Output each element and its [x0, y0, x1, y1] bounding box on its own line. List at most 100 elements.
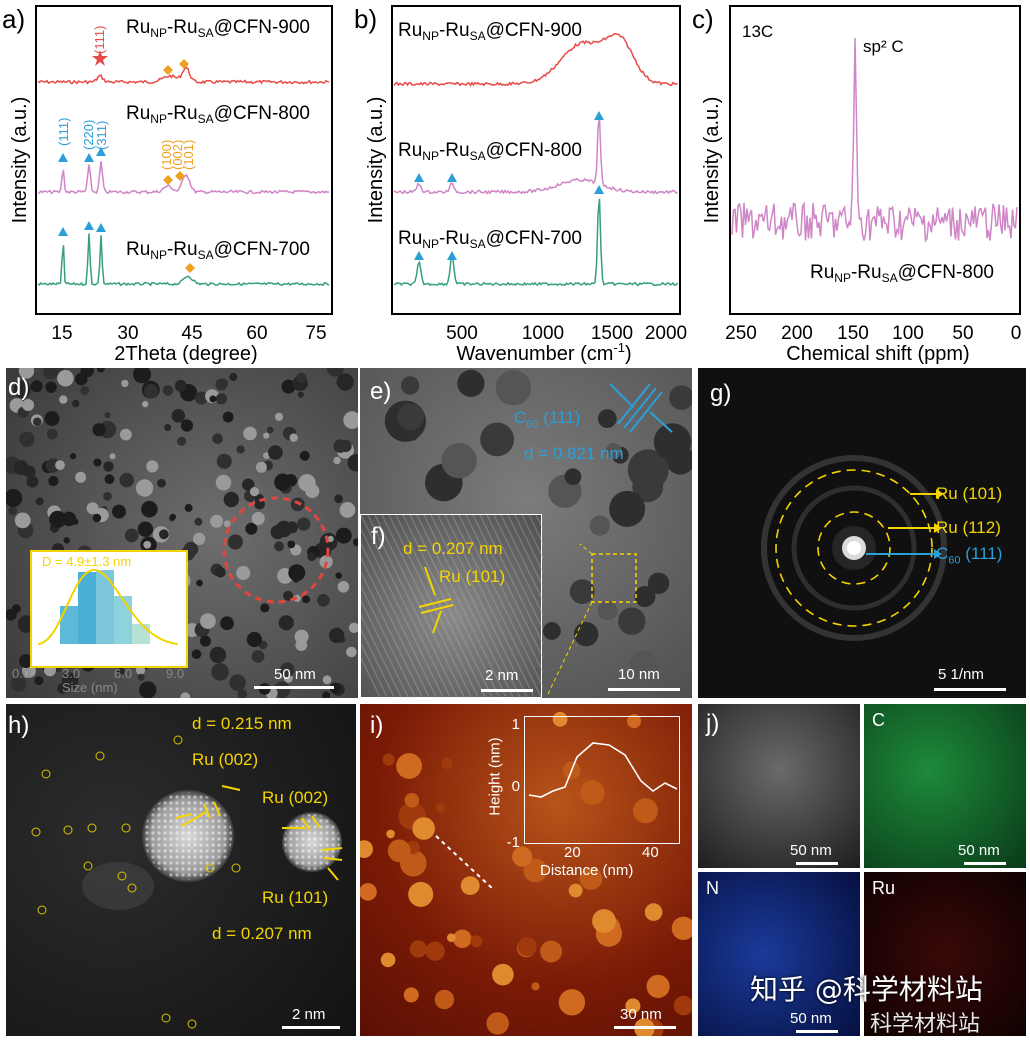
raman-sample-700: RuNP-RuSA@CFN-700	[398, 228, 582, 251]
panel-c-xticks: 250 200 150 100 50 0	[725, 323, 1021, 344]
texture-dot	[322, 675, 332, 685]
eds-element-label: C	[872, 710, 885, 730]
sample-label-700: RuNP-RuSA@CFN-700	[126, 239, 310, 262]
fringe-line	[416, 514, 508, 698]
texture-dot	[335, 527, 352, 544]
texture-dot	[564, 468, 582, 486]
watermark-line-2: 科学材料站	[870, 1012, 981, 1037]
fringe-line	[360, 597, 410, 698]
inset-xaxis: 0.0 3.0 6.0 9.0 Size (nm)	[6, 666, 206, 696]
texture-dot	[209, 646, 227, 664]
texture-dot	[644, 903, 663, 921]
single-atom-marker	[41, 769, 51, 779]
triangle-marker	[447, 173, 457, 182]
texture-dot	[408, 881, 434, 907]
texture-dot	[164, 424, 172, 431]
eds-tile-ruthenium: Ru	[864, 872, 1026, 1036]
texture-dot	[243, 426, 257, 441]
texture-dot	[222, 411, 234, 423]
texture-dot	[322, 691, 331, 698]
texture-dot	[294, 629, 309, 644]
inset-tick: 0.0	[12, 666, 31, 681]
eds-tile-nitrogen: N 50 nm	[698, 872, 860, 1036]
texture-dot	[210, 514, 224, 528]
texture-dot	[104, 474, 115, 485]
size-distribution-inset: D = 4.9±1.3 nm	[30, 550, 188, 668]
orange-peak-label: (002)	[170, 140, 185, 170]
texture-dot	[278, 615, 294, 631]
sample-label-900: RuNP-RuSA@CFN-900	[126, 17, 310, 40]
texture-dot	[251, 650, 265, 663]
texture-dot	[470, 935, 483, 948]
panel-i-scale-bar	[614, 1026, 676, 1029]
xtick: 500	[446, 323, 478, 344]
texture-dot	[215, 567, 226, 578]
texture-dot	[386, 829, 395, 839]
texture-dot	[387, 839, 411, 863]
triangle-marker	[594, 111, 604, 120]
texture-dot	[283, 590, 294, 601]
texture-dot	[297, 391, 304, 398]
panel-h-haadf: h) d = 0.215 nm Ru (002) Ru (002) Ru (10…	[6, 704, 356, 1036]
eds-tile-carbon: C 50 nm	[864, 704, 1026, 868]
ytick: 0	[511, 778, 520, 795]
texture-dot	[275, 520, 293, 538]
texture-dot	[353, 538, 358, 547]
texture-dot	[299, 450, 310, 461]
texture-dot	[72, 518, 79, 525]
texture-dot	[223, 520, 231, 528]
raman-curve-900	[393, 32, 678, 87]
single-atom-marker	[87, 823, 97, 833]
fringe-line	[437, 514, 529, 698]
texture-dot	[412, 817, 435, 840]
xtick: 1500	[591, 323, 633, 344]
texture-dot	[335, 572, 343, 579]
texture-dot	[141, 500, 158, 518]
xtick: 45	[181, 323, 202, 344]
texture-dot	[531, 982, 540, 991]
texture-dot	[18, 368, 35, 379]
eds-tile-haadf: j) 50 nm	[698, 704, 860, 868]
texture-dot	[137, 673, 145, 681]
h-plane-3: Ru (101)	[262, 888, 329, 907]
panel-b-frame	[391, 5, 681, 315]
texture-dot	[400, 376, 420, 395]
xtick: 150	[837, 323, 869, 344]
panel-b-ylabel: Intensity (a.u.)	[365, 97, 387, 224]
texture-dot	[80, 385, 90, 395]
single-atom-marker	[161, 1013, 171, 1023]
texture-dot	[273, 681, 291, 698]
h-plane-2: Ru (002)	[262, 788, 329, 807]
star-marker	[92, 50, 108, 66]
texture-dot	[196, 579, 203, 587]
texture-dot	[441, 443, 477, 479]
texture-dot	[251, 511, 265, 526]
texture-dot	[249, 487, 260, 497]
eds-element-label: N	[706, 878, 719, 898]
texture-dot	[199, 635, 211, 647]
fringe-line	[430, 514, 522, 698]
texture-dot	[180, 419, 193, 432]
texture-dot	[216, 453, 232, 469]
texture-dot	[211, 663, 229, 681]
texture-dot	[274, 412, 284, 421]
eds-scale-text: 50 nm	[790, 1010, 832, 1027]
single-atom-marker	[95, 751, 105, 761]
texture-dot	[609, 490, 646, 527]
texture-dot	[558, 989, 586, 1016]
fringe-line	[360, 611, 403, 698]
texture-dot	[49, 510, 67, 528]
texture-dot	[397, 403, 425, 431]
texture-dot	[552, 711, 568, 727]
texture-dot	[653, 423, 692, 461]
panel-g-label: g)	[710, 380, 732, 407]
texture-dot	[669, 385, 692, 410]
texture-dot	[380, 952, 396, 968]
texture-dot	[242, 478, 255, 491]
texture-dot	[104, 412, 111, 419]
texture-dot	[19, 654, 34, 669]
texture-dot	[72, 399, 80, 408]
panel-g-saed: g) Ru (101) Ru (112) C60 (111) 5 1/nm	[698, 368, 1026, 698]
texture-dot	[486, 1012, 509, 1035]
inset-tick: 6.0	[114, 666, 133, 681]
